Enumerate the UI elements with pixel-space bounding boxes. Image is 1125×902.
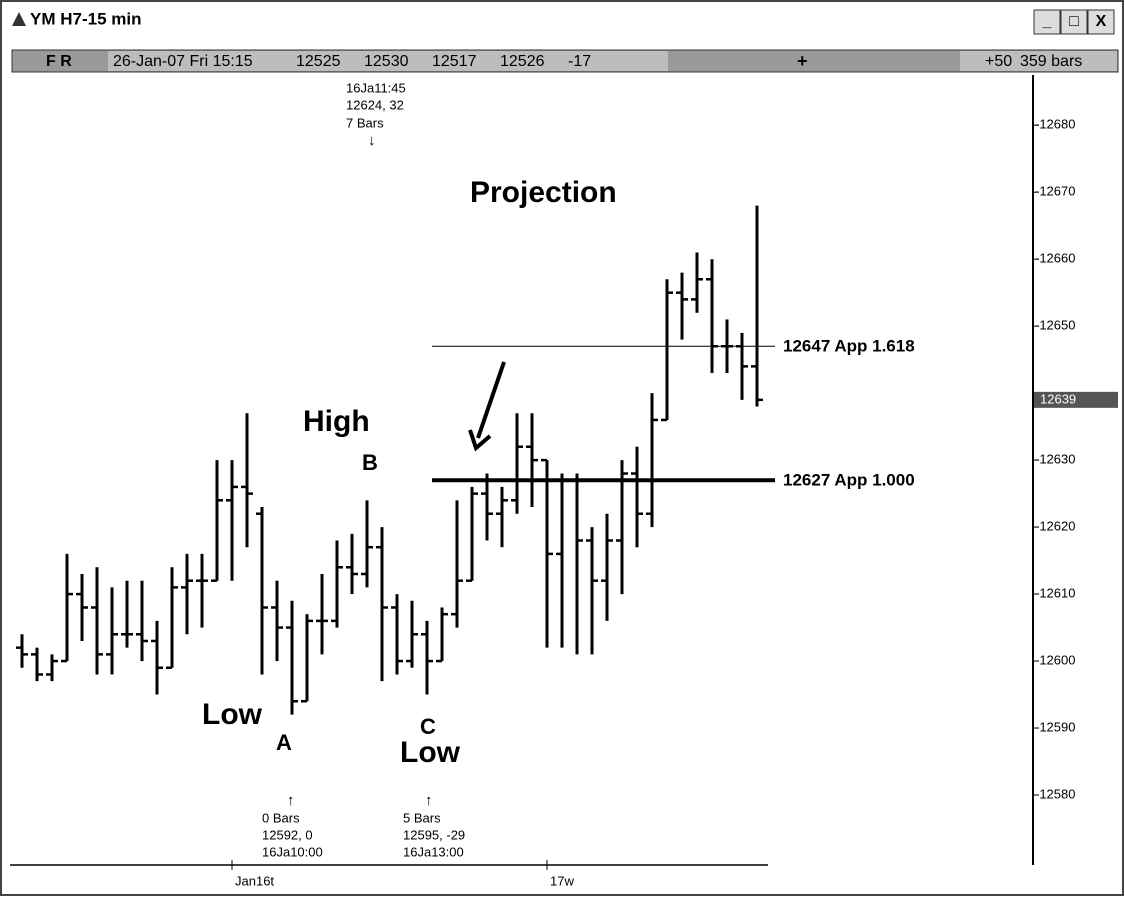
maximize-label: □	[1069, 13, 1079, 30]
annotation: ↑	[287, 792, 295, 809]
header-datetime: 26-Jan-07 Fri 15:15	[113, 53, 253, 70]
close-label: X	[1096, 13, 1107, 30]
header-bar-count: 359 bars	[1020, 53, 1082, 70]
header-quote-box	[108, 51, 668, 71]
annotation: C	[420, 714, 436, 739]
last-price-tag	[1034, 391, 1118, 408]
annotation: 12624, 32	[346, 97, 404, 112]
annotation: Projection	[470, 176, 617, 209]
x-tick-label: 17w	[550, 873, 574, 888]
y-tick-label: -12620	[1035, 519, 1075, 534]
y-tick-label: -12630	[1035, 452, 1075, 467]
header-close: 12526	[500, 53, 545, 70]
annotation: B	[362, 450, 378, 475]
annotation: ↓	[368, 132, 376, 149]
header-info-box	[960, 51, 1117, 71]
annotation: ↑	[425, 792, 433, 809]
header-high: 12530	[364, 53, 409, 70]
y-tick-label: -12650	[1035, 318, 1075, 333]
level-label: 12647 App 1.618	[783, 337, 915, 356]
annotation: A	[276, 730, 292, 755]
x-tick-label: Jan16t	[235, 873, 274, 888]
y-tick-label: -12600	[1035, 653, 1075, 668]
annotation: 0 Bars	[262, 810, 300, 825]
annotation: High	[303, 405, 370, 438]
y-tick-label: -12610	[1035, 586, 1075, 601]
window-title: YM H7-15 min	[30, 9, 141, 28]
annotation: 16Ja11:45	[346, 80, 406, 95]
header-zoom: +50	[985, 53, 1012, 70]
header-flags[interactable]: F R	[46, 53, 72, 70]
annotation: Low	[400, 736, 461, 769]
annotation: 5 Bars	[403, 810, 441, 825]
header-open: 12525	[296, 53, 341, 70]
annotation: 7 Bars	[346, 115, 384, 130]
close-button[interactable]	[1087, 9, 1115, 35]
annotation: 16Ja13:00	[403, 844, 464, 859]
header-change: -17	[568, 53, 591, 70]
pointer-arrow	[468, 361, 506, 452]
maximize-button[interactable]	[1060, 9, 1088, 35]
minimize-label: _	[1042, 13, 1053, 30]
level-label: 12627 App 1.000	[783, 471, 915, 490]
header-low: 12517	[432, 53, 477, 70]
annotation: Low	[202, 698, 263, 731]
y-tick-label: -12670	[1035, 184, 1075, 199]
app-icon	[12, 12, 26, 26]
y-tick-label: -12580	[1035, 786, 1075, 801]
y-tick-label: -12680	[1035, 117, 1075, 132]
annotation: 12592, 0	[262, 827, 313, 842]
y-tick-label: -12590	[1035, 719, 1075, 734]
minimize-button[interactable]	[1033, 9, 1061, 35]
annotation: 16Ja10:00	[262, 844, 323, 859]
annotation: 12595, -29	[403, 827, 465, 842]
header-plus[interactable]: +	[797, 51, 808, 71]
y-tick-label: -12660	[1035, 251, 1075, 266]
last-price-label: 12639	[1040, 391, 1076, 406]
